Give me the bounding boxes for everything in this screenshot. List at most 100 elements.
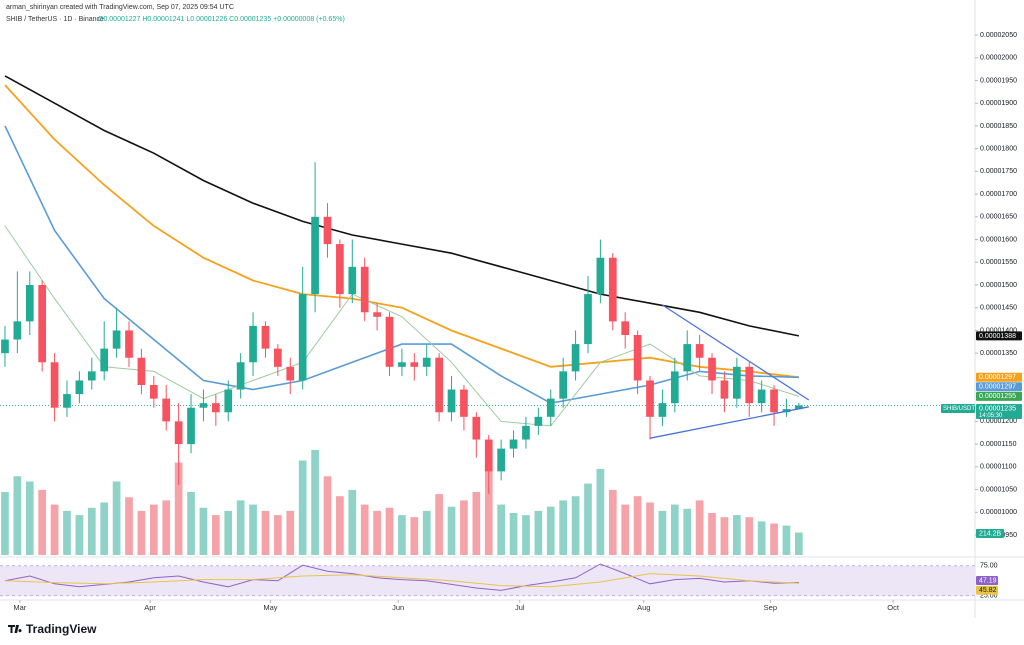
y-tick-label: 0.00001350 — [980, 350, 1017, 357]
rsi-band — [0, 565, 975, 596]
volume-bar — [670, 504, 679, 555]
candle-body — [484, 439, 493, 472]
y-tick-label: 0.00001850 — [980, 123, 1017, 130]
x-tick-label: Aug — [637, 603, 650, 612]
candle-body — [608, 257, 617, 322]
volume-bar — [522, 515, 530, 555]
volume-bar — [373, 510, 381, 555]
volume-bar — [286, 510, 295, 555]
volume-bar — [795, 532, 803, 555]
volume-bar — [584, 483, 592, 555]
volume-bar — [149, 504, 158, 555]
moving-average — [4, 75, 800, 337]
volume-bar — [460, 500, 468, 555]
candle-body — [261, 325, 270, 349]
candle-body — [323, 216, 332, 245]
candle-body — [174, 421, 183, 445]
candle-body — [646, 380, 654, 417]
y-tick-label: 0.00001100 — [980, 464, 1017, 471]
price-tag: 0.00001297 — [979, 384, 1016, 391]
volume-bar — [162, 500, 171, 555]
candle-body — [50, 362, 59, 408]
candle-body — [509, 439, 518, 449]
rsi-ma-line — [4, 573, 799, 588]
rsi-tag: 47.19 — [979, 577, 997, 584]
y-tick-label: 0.00002000 — [980, 55, 1017, 62]
volume-bar — [720, 517, 729, 555]
candle-body — [87, 371, 96, 381]
moving-average — [4, 84, 800, 379]
volume-bar — [695, 500, 704, 555]
candle-body — [162, 398, 171, 422]
volume-bar — [360, 504, 369, 555]
volume-bar — [745, 517, 754, 555]
candle-body — [100, 348, 109, 372]
volume-bar — [298, 460, 307, 555]
y-tick-label: 0.00001000 — [980, 509, 1017, 516]
candle-body — [38, 285, 47, 363]
x-tick-label: Jul — [515, 603, 525, 612]
volume-bar — [348, 489, 357, 555]
volume-bar — [621, 504, 630, 555]
logo-mark — [8, 625, 22, 633]
candle-body — [360, 266, 369, 313]
volume-bar — [385, 507, 394, 555]
candle-body — [1, 339, 9, 354]
candle-body — [274, 348, 282, 367]
candle-body — [385, 316, 394, 367]
y-tick-label: 0.00001900 — [980, 100, 1017, 107]
volume-tag-bg — [976, 529, 1004, 539]
y-tick-label: 0.00001750 — [980, 168, 1017, 175]
y-tick-label: 0.00001200 — [980, 418, 1017, 425]
y-tick-label: 0.00001050 — [980, 486, 1017, 493]
candle-body — [187, 407, 195, 445]
volume-bar — [336, 496, 344, 555]
volume-bar — [261, 510, 270, 555]
candle-body — [410, 362, 419, 367]
candle-body — [795, 405, 803, 410]
candle-body — [720, 380, 729, 399]
current-tag-bg — [976, 403, 1022, 419]
volume-bar — [633, 496, 642, 555]
candle-body — [757, 389, 766, 404]
volume-bar — [75, 515, 84, 555]
candle-body — [447, 389, 456, 413]
candle-body — [522, 425, 530, 440]
price-tag-bg — [976, 331, 1022, 341]
volume-bar — [484, 465, 493, 555]
candle-body — [224, 389, 233, 413]
volume-bar — [398, 515, 406, 555]
volume-bar — [546, 506, 555, 555]
volume-bar — [174, 462, 183, 555]
candle-body — [249, 325, 257, 363]
candle-body — [149, 385, 158, 399]
volume-bar — [559, 500, 568, 555]
y-tick-label: 0.00001150 — [980, 441, 1017, 448]
y-tick-label: 0.00001450 — [980, 305, 1017, 312]
trendline — [662, 304, 810, 401]
rsi-tick-label: 25.00 — [980, 593, 998, 600]
volume-bar — [708, 513, 716, 555]
volume-bar — [311, 450, 319, 555]
moving-average — [4, 125, 799, 405]
volume-bar — [63, 510, 71, 555]
price-tag-bg — [976, 391, 1022, 401]
volume-bar — [571, 496, 580, 555]
candle-body — [708, 357, 716, 381]
price-tag: 0.00001255 — [979, 393, 1016, 400]
volume-bar — [274, 515, 282, 555]
candle-body — [63, 394, 71, 408]
candle-body — [311, 216, 319, 295]
y-tick-label: 0.00001600 — [980, 236, 1017, 243]
candle-body — [199, 403, 208, 408]
volume-bar — [472, 492, 481, 555]
candle-body — [211, 403, 220, 413]
y-tick-label: 0.00001950 — [980, 77, 1017, 84]
volume-bar — [732, 515, 741, 555]
candle-body — [298, 294, 307, 381]
y-tick-label: 0.00001550 — [980, 259, 1017, 266]
rsi-ma-tag: 45.82 — [979, 587, 997, 594]
price-tag-bg — [976, 372, 1022, 382]
volume-bar — [596, 468, 605, 555]
current-price-tag: 0.00001235 — [979, 405, 1016, 412]
